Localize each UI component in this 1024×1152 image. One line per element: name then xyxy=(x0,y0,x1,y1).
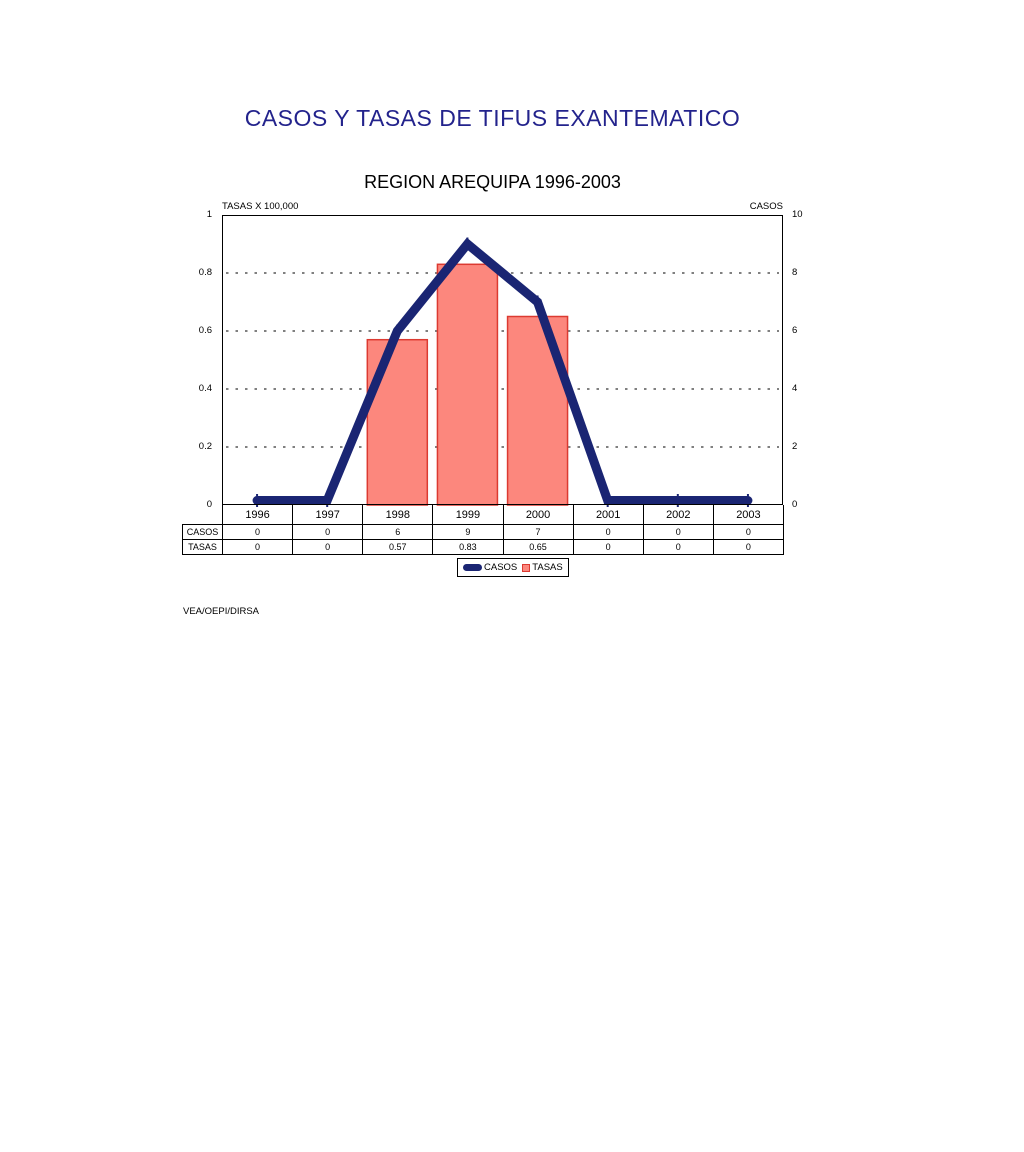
plot-area xyxy=(222,215,783,507)
table-row-tasas: TASAS 0 0 0.57 0.83 0.65 0 0 0 xyxy=(182,539,785,555)
right-axis-tick: 0 xyxy=(792,499,798,510)
right-axis-tick: 2 xyxy=(792,441,798,452)
right-axis-tick: 6 xyxy=(792,325,798,336)
year-label: 2001 xyxy=(572,505,644,525)
legend-entry-tasas: TASAS xyxy=(522,562,563,573)
table-cell: 0 xyxy=(712,539,785,555)
legend-box-marker-icon xyxy=(522,563,531,572)
right-axis-ticks: 10 8 6 4 2 0 xyxy=(792,0,832,600)
table-cell: 0 xyxy=(221,539,294,555)
table-cell: 7 xyxy=(502,524,574,540)
table-cell: 0.57 xyxy=(362,539,434,555)
left-axis-tick: 0.2 xyxy=(198,441,212,452)
left-axis-tick: 0.4 xyxy=(198,383,212,394)
table-cell: 0 xyxy=(572,539,644,555)
right-axis-caption: CASOS xyxy=(749,201,783,212)
table-cell: 0 xyxy=(572,524,644,540)
legend-label: TASAS xyxy=(532,562,563,573)
table-cell: 0.83 xyxy=(432,539,504,555)
right-axis-tick: 8 xyxy=(792,267,798,278)
year-label: 1999 xyxy=(432,505,504,525)
table-row-casos: CASOS 0 0 6 9 7 0 0 0 xyxy=(182,524,785,540)
right-axis-tick: 4 xyxy=(792,383,798,394)
chart-legend: CASOS TASAS xyxy=(457,558,569,577)
casos-line xyxy=(252,237,753,505)
row-header-tasas: TASAS xyxy=(182,539,223,555)
tasas-bar xyxy=(366,338,429,506)
footer-source-label: VEA/OEPI/DIRSA xyxy=(183,606,260,617)
plot-border xyxy=(222,215,783,505)
table-cell: 0 xyxy=(642,539,714,555)
left-axis-caption: TASAS X 100,000 xyxy=(222,201,299,212)
left-axis-tick: 0.8 xyxy=(198,267,212,278)
legend-label: CASOS xyxy=(484,562,518,573)
table-cell: 0 xyxy=(712,524,785,540)
year-label: 1996 xyxy=(221,505,294,525)
table-cell: 0 xyxy=(292,539,364,555)
table-cell: 9 xyxy=(432,524,504,540)
year-label: 2003 xyxy=(712,505,785,525)
left-axis-tick: 0 xyxy=(206,499,212,510)
table-cell: 6 xyxy=(362,524,434,540)
legend-line-marker-icon xyxy=(463,564,482,571)
combo-chart-svg xyxy=(222,215,783,507)
year-label: 2000 xyxy=(502,505,574,525)
left-axis-tick: 0.6 xyxy=(198,325,212,336)
table-cell: 0 xyxy=(292,524,364,540)
table-cell: 0 xyxy=(642,524,714,540)
right-axis-tick: 10 xyxy=(792,209,803,220)
legend-entry-casos: CASOS xyxy=(463,562,517,573)
table-cell: 0.65 xyxy=(502,539,574,555)
table-cell: 0 xyxy=(221,524,294,540)
left-axis-tick: 1 xyxy=(206,209,212,220)
year-label: 2002 xyxy=(642,505,714,525)
year-label: 1998 xyxy=(362,505,434,525)
tasas-bar xyxy=(506,315,569,506)
year-label: 1997 xyxy=(292,505,364,525)
table-corner-blank xyxy=(183,505,223,525)
tasas-bar xyxy=(436,263,499,506)
left-axis-ticks: 1 0.8 0.6 0.4 0.2 0 xyxy=(150,0,212,600)
x-axis-year-row: 1996 1997 1998 1999 2000 2001 2002 2003 xyxy=(183,505,785,525)
chart-title: CASOS Y TASAS DE TIFUS EXANTEMATICO xyxy=(244,105,741,131)
row-header-casos: CASOS xyxy=(182,524,223,540)
chart-subtitle: REGION AREQUIPA 1996-2003 xyxy=(364,172,621,192)
data-table: 1996 1997 1998 1999 2000 2001 2002 2003 CASOS 0 0 6… xyxy=(182,505,785,555)
